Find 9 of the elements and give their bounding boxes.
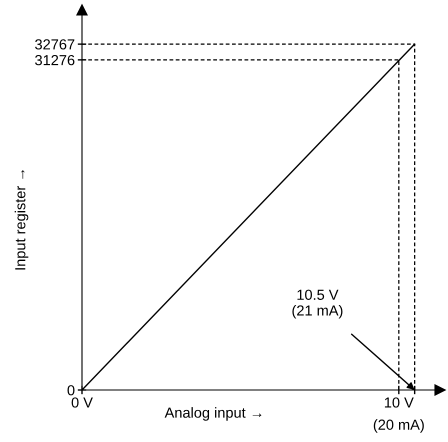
x-tick-label: 0 V — [72, 397, 93, 408]
y-tick-label: 32767 — [35, 39, 74, 50]
x-tick-label: 10 V — [384, 397, 414, 408]
annotation: (20 mA) — [374, 419, 424, 433]
x-axis-title: Analog input → — [164, 407, 262, 421]
y-axis-title: Input register → — [14, 170, 28, 270]
y-tick-label: 31276 — [35, 54, 74, 66]
annotation: 10.5 V (21 mA) — [292, 290, 342, 319]
y-tick-label: 0 — [68, 385, 74, 396]
